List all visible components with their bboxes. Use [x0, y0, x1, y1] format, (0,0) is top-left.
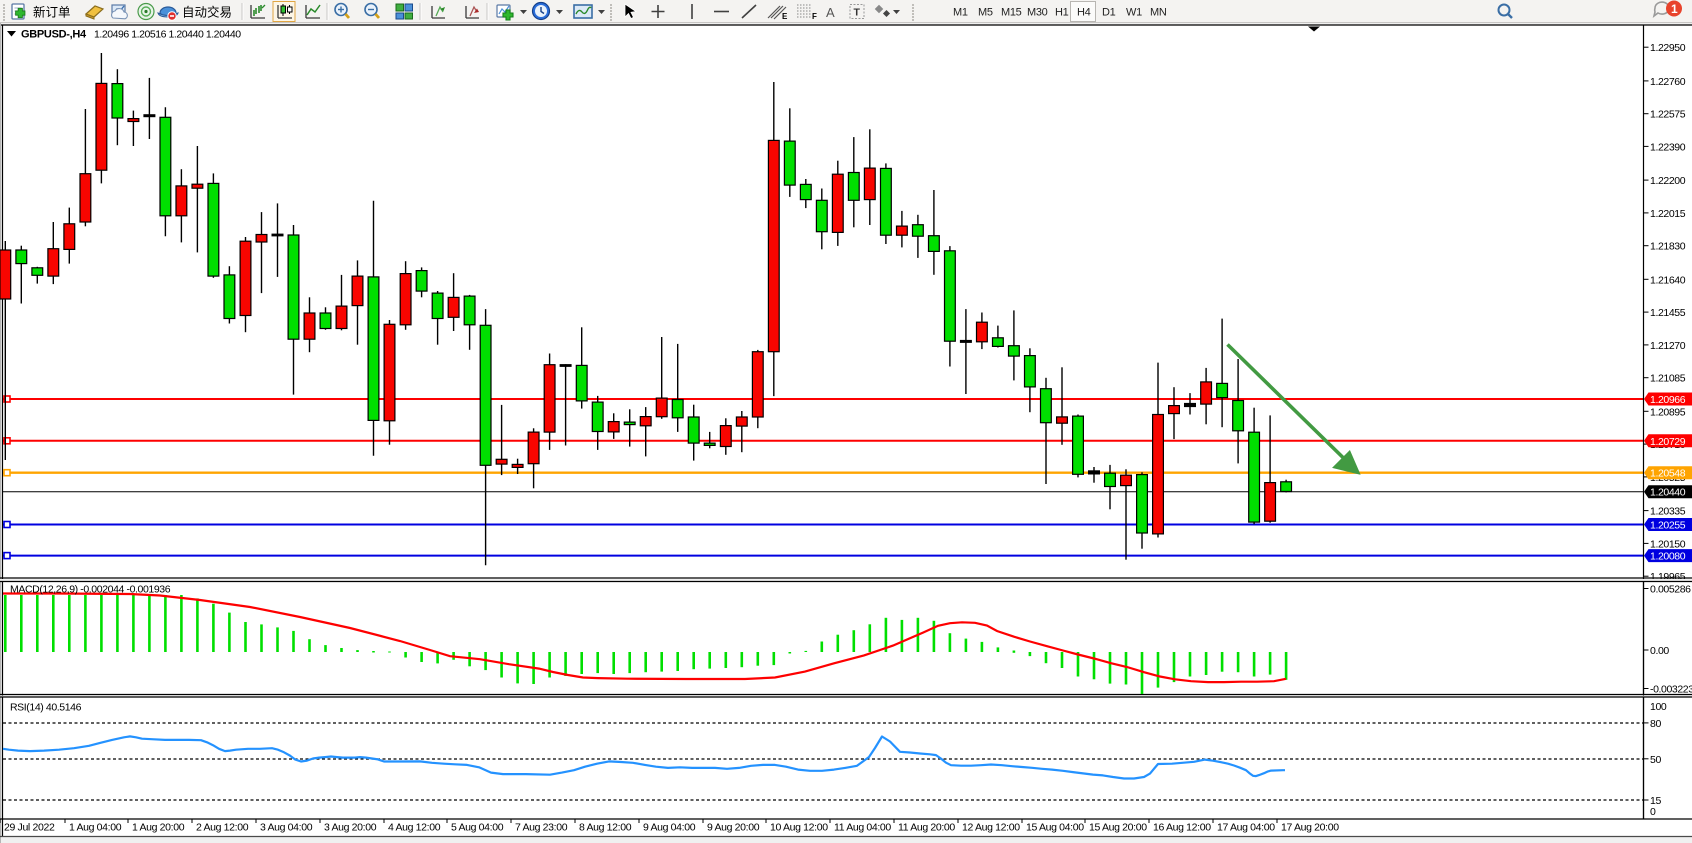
- svg-text:1.22200: 1.22200: [1650, 175, 1686, 187]
- svg-text:17 Aug 04:00: 17 Aug 04:00: [1217, 822, 1275, 834]
- svg-text:1.21085: 1.21085: [1650, 373, 1686, 385]
- svg-text:15: 15: [1650, 795, 1661, 807]
- svg-text:1.20496 1.20516 1.20440 1.2044: 1.20496 1.20516 1.20440 1.20440: [94, 29, 241, 41]
- svg-text:1.20895: 1.20895: [1650, 406, 1686, 418]
- svg-text:1.22015: 1.22015: [1650, 208, 1686, 220]
- svg-text:E: E: [782, 12, 788, 21]
- svg-text:9 Aug 20:00: 9 Aug 20:00: [707, 822, 760, 834]
- svg-text:新订单: 新订单: [33, 5, 71, 20]
- svg-text:7 Aug 23:00: 7 Aug 23:00: [515, 822, 568, 834]
- svg-text:MN: MN: [1150, 7, 1167, 19]
- svg-text:100: 100: [1650, 701, 1667, 713]
- svg-text:自动交易: 自动交易: [182, 5, 232, 20]
- svg-text:1.20966: 1.20966: [1650, 394, 1686, 406]
- svg-text:15 Aug 20:00: 15 Aug 20:00: [1089, 822, 1147, 834]
- svg-text:1.22760: 1.22760: [1650, 76, 1686, 88]
- svg-text:1.20440: 1.20440: [1650, 487, 1686, 499]
- svg-text:-0.003223: -0.003223: [1650, 684, 1692, 696]
- svg-text:1.20150: 1.20150: [1650, 538, 1686, 550]
- svg-text:M30: M30: [1027, 7, 1048, 19]
- svg-text:3 Aug 04:00: 3 Aug 04:00: [260, 822, 313, 834]
- svg-text:17 Aug 20:00: 17 Aug 20:00: [1281, 822, 1339, 834]
- svg-text:0: 0: [1650, 806, 1656, 818]
- svg-text:M1: M1: [953, 7, 968, 19]
- svg-text:T: T: [854, 7, 861, 19]
- svg-text:1.21640: 1.21640: [1650, 274, 1686, 286]
- svg-text:1 Aug 04:00: 1 Aug 04:00: [69, 822, 122, 834]
- svg-text:11 Aug 04:00: 11 Aug 04:00: [834, 822, 891, 834]
- svg-text:A: A: [826, 5, 835, 20]
- svg-text:50: 50: [1650, 754, 1661, 766]
- svg-text:2 Aug 12:00: 2 Aug 12:00: [196, 822, 249, 834]
- svg-text:0.005286: 0.005286: [1650, 584, 1691, 596]
- svg-text:H4: H4: [1077, 7, 1091, 19]
- svg-text:1.22390: 1.22390: [1650, 141, 1686, 153]
- svg-text:1.20548: 1.20548: [1650, 468, 1686, 480]
- svg-text:1.20335: 1.20335: [1650, 506, 1686, 518]
- svg-text:3 Aug 20:00: 3 Aug 20:00: [324, 822, 377, 834]
- svg-text:RSI(14) 40.5146: RSI(14) 40.5146: [10, 702, 82, 714]
- svg-text:1.21830: 1.21830: [1650, 241, 1686, 253]
- svg-text:W1: W1: [1126, 7, 1142, 19]
- svg-text:9 Aug 04:00: 9 Aug 04:00: [643, 822, 696, 834]
- svg-text:4 Aug 12:00: 4 Aug 12:00: [388, 822, 441, 834]
- svg-text:8 Aug 12:00: 8 Aug 12:00: [579, 822, 632, 834]
- svg-text:12 Aug 12:00: 12 Aug 12:00: [962, 822, 1020, 834]
- svg-text:5 Aug 04:00: 5 Aug 04:00: [451, 822, 504, 834]
- svg-text:M5: M5: [978, 7, 993, 19]
- svg-text:H1: H1: [1055, 7, 1069, 19]
- svg-text:1.20729: 1.20729: [1650, 436, 1686, 448]
- svg-text:1.22575: 1.22575: [1650, 109, 1686, 121]
- svg-text:1: 1: [1671, 2, 1678, 16]
- svg-text:D1: D1: [1102, 7, 1116, 19]
- svg-text:MACD(12,26,9) -0.002044 -0.001: MACD(12,26,9) -0.002044 -0.001936: [10, 584, 171, 596]
- svg-text:11 Aug 20:00: 11 Aug 20:00: [898, 822, 955, 834]
- svg-text:1.21455: 1.21455: [1650, 307, 1686, 319]
- svg-text:29 Jul 2022: 29 Jul 2022: [4, 822, 55, 834]
- svg-text:10 Aug 12:00: 10 Aug 12:00: [770, 822, 828, 834]
- svg-text:M15: M15: [1001, 7, 1022, 19]
- svg-text:1.22950: 1.22950: [1650, 42, 1686, 54]
- svg-text:1.21270: 1.21270: [1650, 340, 1686, 352]
- svg-text:1.20255: 1.20255: [1650, 520, 1686, 532]
- svg-text:15 Aug 04:00: 15 Aug 04:00: [1026, 822, 1084, 834]
- svg-text:16 Aug 12:00: 16 Aug 12:00: [1153, 822, 1211, 834]
- svg-text:F: F: [812, 12, 817, 21]
- svg-text:1.20080: 1.20080: [1650, 551, 1686, 563]
- svg-text:1 Aug 20:00: 1 Aug 20:00: [132, 822, 185, 834]
- svg-text:GBPUSD-,H4: GBPUSD-,H4: [21, 29, 87, 41]
- svg-text:80: 80: [1650, 718, 1661, 730]
- svg-text:0.00: 0.00: [1650, 645, 1669, 657]
